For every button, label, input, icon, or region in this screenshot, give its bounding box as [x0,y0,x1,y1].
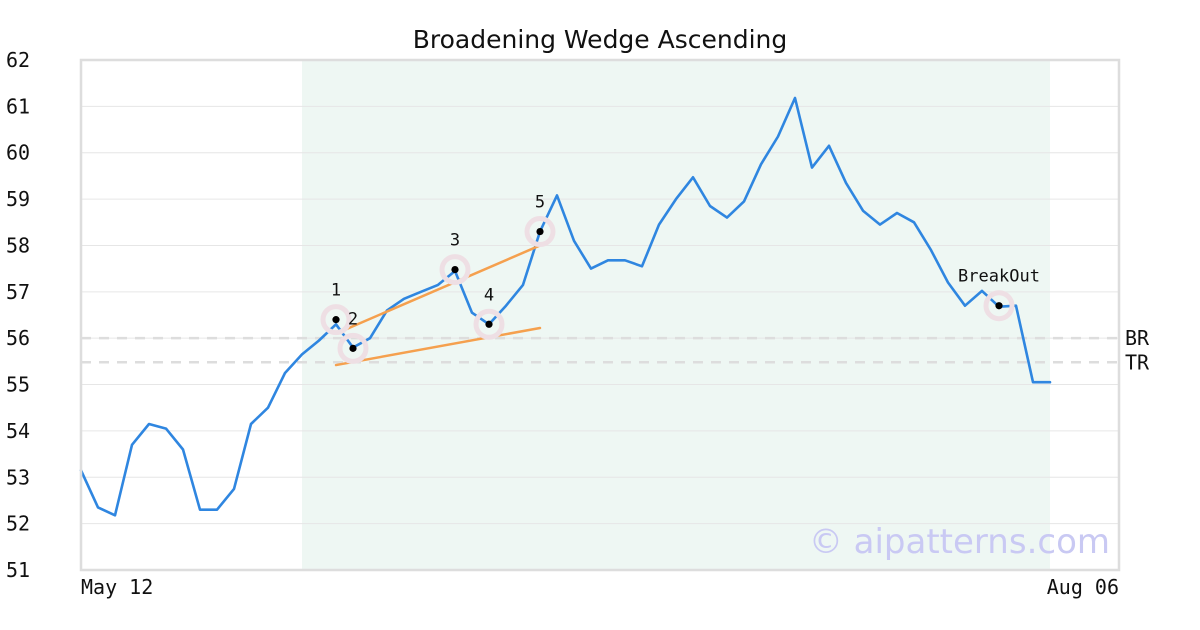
trend-lines-layer [334,244,542,367]
y-tick-label: 60 [6,141,30,165]
pivot-halo [983,290,1015,322]
reference-line-label: BR [1125,326,1150,350]
reference-line-label: TR [1125,350,1150,374]
frame-layer [79,58,1121,572]
pivot-label: BreakOut [958,267,1040,287]
pivot-halo [337,332,369,364]
y-tick-label: 52 [6,512,30,536]
pivot-dot [332,316,340,324]
y-tick-label: 54 [6,419,30,443]
pivot-halo [524,216,556,248]
chart-title: Broadening Wedge Ascending [413,25,788,54]
trend-line-upper [334,244,542,335]
pivot-label: 4 [484,285,494,305]
grid-layer [81,105,1119,525]
pivot-dot [536,227,544,236]
pivot-dot [349,344,357,352]
watermark-layer: © aipatterns.com [809,522,1110,562]
pivot-label: 2 [348,309,358,329]
y-tick-label: 57 [6,280,30,304]
watermark: © aipatterns.com [809,522,1110,562]
y-tick-label: 58 [6,233,30,257]
pivot-dot [995,302,1003,310]
y-tick-label: 55 [6,373,30,397]
reference-lines-layer [81,336,1119,364]
y-tick-label: 53 [6,465,30,489]
pivot-dot [485,320,493,328]
pivot-halo [473,308,505,340]
pivots-layer: 12 3 4 5 BreakOut [320,193,1040,364]
x-tick-label: Aug 06 [1047,575,1119,599]
trend-line-lower [334,326,542,367]
pivot-dot [451,265,459,274]
pivot-halo [439,254,471,286]
pivot-label: 1 [331,281,341,301]
pivot-label: 5 [535,193,545,213]
pivot-label: 3 [450,231,460,251]
y-tick-label: 62 [6,48,30,72]
y-tick-label: 59 [6,187,30,211]
series-layer [79,96,1052,517]
plot-frame [79,58,1121,572]
y-tick-label: 51 [6,558,30,582]
price-line [79,96,1052,517]
y-tick-label: 56 [6,326,30,350]
x-tick-label: May 12 [81,575,153,599]
highlight-region-layer [302,60,1050,570]
y-tick-label: 61 [6,94,30,118]
highlight-region [302,60,1050,570]
pivot-halo [320,304,352,336]
